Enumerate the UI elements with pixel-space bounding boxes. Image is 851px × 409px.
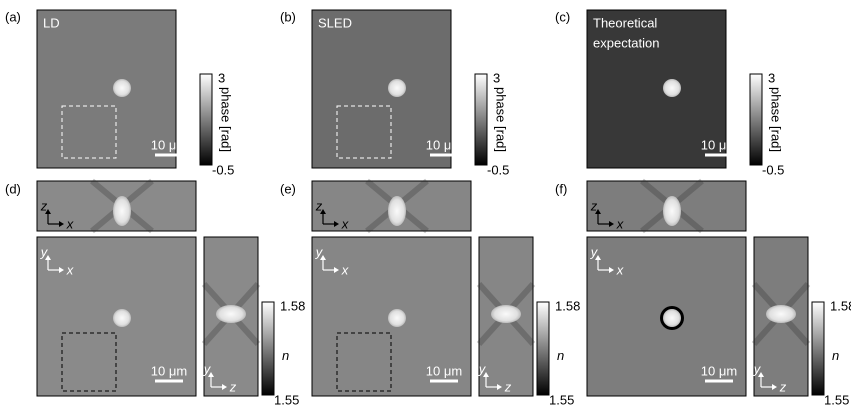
- panel-label: (b): [280, 9, 296, 24]
- colorbar-min: 1.55: [274, 392, 299, 407]
- axis-label: z: [40, 198, 48, 213]
- colorbar: [537, 302, 549, 395]
- colorbar-max: 1.58: [555, 298, 580, 313]
- colorbar-max: 1.58: [280, 298, 305, 313]
- colorbar-label: n: [557, 348, 564, 363]
- colorbar-max: 1.58: [830, 298, 851, 313]
- panel-title: LD: [43, 15, 60, 30]
- figure: (a) LD 10 μm 3 -0.5 phase [rad] (b) SLED 10 μm 3 -…: [0, 0, 851, 409]
- bead: [663, 309, 681, 327]
- colorbar: [262, 302, 274, 395]
- bead: [388, 196, 406, 226]
- bead: [388, 309, 406, 327]
- bead: [113, 79, 131, 97]
- scale-bar-label: 10 μm: [151, 137, 187, 152]
- bead: [663, 79, 681, 97]
- colorbar-max: 3: [768, 70, 775, 85]
- bead: [491, 305, 521, 323]
- colorbar-min: 1.55: [549, 392, 574, 407]
- axis-label: x: [341, 216, 349, 231]
- bead: [216, 305, 246, 323]
- panel-label: (d): [5, 181, 21, 196]
- colorbar: [750, 74, 762, 165]
- colorbar-label: phase [rad]: [219, 87, 234, 152]
- bead: [113, 309, 131, 327]
- bead: [388, 79, 406, 97]
- axis-label: x: [616, 262, 624, 277]
- colorbar-min: -0.5: [487, 162, 509, 177]
- colorbar: [200, 74, 212, 165]
- bead: [766, 305, 796, 323]
- scale-bar-label: 10 μm: [701, 137, 737, 152]
- panel-title: expectation: [593, 35, 660, 50]
- panel-label: (c): [555, 9, 570, 24]
- panel-label: (e): [280, 181, 296, 196]
- scale-bar-label: 10 μm: [151, 363, 187, 378]
- colorbar-max: 3: [218, 70, 225, 85]
- colorbar-label: n: [832, 348, 839, 363]
- panel-title: SLED: [318, 15, 352, 30]
- axis-label: x: [66, 216, 74, 231]
- axis-label: z: [229, 379, 237, 394]
- axis-label: z: [779, 379, 787, 394]
- axis-label: z: [315, 198, 323, 213]
- bead: [113, 196, 131, 226]
- scale-bar-label: 10 μm: [426, 137, 462, 152]
- colorbar-max: 3: [493, 70, 500, 85]
- colorbar-label: n: [282, 348, 289, 363]
- panel-label: (f): [555, 181, 567, 196]
- axis-label: x: [616, 216, 624, 231]
- colorbar-min: -0.5: [212, 162, 234, 177]
- axis-label: x: [341, 262, 349, 277]
- colorbar-min: 1.55: [824, 392, 849, 407]
- scale-bar-label: 10 μm: [701, 363, 737, 378]
- scale-bar-label: 10 μm: [426, 363, 462, 378]
- axis-label: x: [66, 262, 74, 277]
- axis-label: z: [590, 198, 598, 213]
- bead: [663, 196, 681, 226]
- panel-title: Theoretical: [593, 15, 657, 30]
- panel-label: (a): [5, 9, 21, 24]
- colorbar-label: phase [rad]: [494, 87, 509, 152]
- axis-label: z: [504, 379, 512, 394]
- colorbar-min: -0.5: [762, 162, 784, 177]
- colorbar: [475, 74, 487, 165]
- colorbar: [812, 302, 824, 395]
- colorbar-label: phase [rad]: [769, 87, 784, 152]
